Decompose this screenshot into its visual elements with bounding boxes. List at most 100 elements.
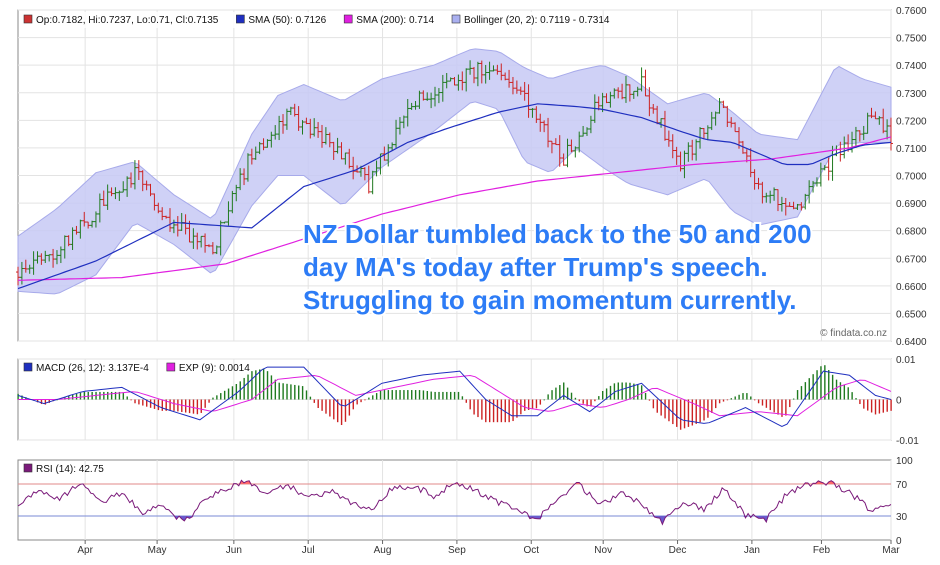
- macd-histogram-bar: [21, 395, 23, 400]
- macd-histogram-bar: [177, 399, 179, 412]
- macd-histogram-bar: [512, 399, 514, 422]
- macd-histogram-bar: [442, 391, 444, 400]
- ohlc-bar: [588, 115, 593, 134]
- price-ytick-0: 0.7600: [896, 6, 927, 17]
- macd-histogram-bar: [469, 399, 471, 410]
- rsi-ytick-0: 100: [896, 456, 913, 467]
- macd-histogram-bar: [547, 394, 549, 400]
- macd-histogram-bar: [411, 390, 413, 400]
- macd-histogram-bar: [368, 397, 370, 400]
- ohlc-bar: [596, 96, 601, 111]
- ohlc-bar: [187, 220, 192, 243]
- macd-histogram-bar: [734, 396, 736, 400]
- ohlc-bar: [433, 86, 438, 107]
- ohlc-bar: [261, 138, 266, 151]
- ohlc-bar: [604, 93, 609, 104]
- macd-histogram-bar: [648, 399, 651, 401]
- ohlc-bar: [288, 106, 293, 115]
- ohlc-bar: [865, 112, 870, 134]
- ohlc-bar: [709, 111, 714, 131]
- ohlc-bar: [277, 115, 282, 141]
- ohlc-bar: [199, 235, 204, 248]
- ohlc-bar: [468, 60, 473, 75]
- ohlc-bar: [627, 84, 632, 102]
- macd-histogram-bar: [824, 365, 826, 400]
- macd-histogram-bar: [765, 399, 768, 408]
- macd-histogram-bar: [855, 398, 857, 400]
- ohlc-bar: [70, 227, 75, 250]
- ohlc-bar: [705, 125, 710, 141]
- macd-histogram-bar: [426, 390, 429, 400]
- ohlc-bar: [425, 92, 430, 101]
- ohlc-bar: [772, 187, 777, 201]
- ohlc-bar: [546, 117, 551, 148]
- macd-histogram-bar: [664, 399, 666, 419]
- macd-histogram-bar: [87, 391, 89, 400]
- macd-histogram-bar: [317, 399, 319, 409]
- rsi-ytick-3: 0: [896, 536, 902, 547]
- price-legend-label-1: SMA (50): 0.7126: [248, 15, 326, 26]
- ohlc-bar: [292, 103, 297, 117]
- price-ytick-6: 0.7000: [896, 172, 927, 183]
- macd-histogram-bar: [282, 383, 284, 400]
- macd-histogram-bar: [165, 399, 167, 411]
- macd-histogram-bar: [637, 384, 639, 400]
- ohlc-bar: [339, 142, 344, 160]
- macd-histogram-bar: [438, 391, 440, 400]
- ohlc-bar: [51, 248, 56, 268]
- ohlc-bar: [678, 151, 683, 172]
- sma200-line: [17, 136, 892, 281]
- ohlc-bar: [253, 146, 258, 160]
- ohlc-bar: [456, 74, 461, 91]
- annotation-line-1: NZ Dollar tumbled back to the 50 and 200: [303, 219, 812, 249]
- ohlc-bar: [152, 193, 157, 211]
- ohlc-bar: [23, 259, 28, 273]
- macd-histogram-bar: [259, 369, 261, 400]
- ohlc-bar: [557, 135, 562, 167]
- rsi-ytick-2: 30: [896, 512, 908, 523]
- x-tick-label-dec: Dec: [669, 545, 687, 556]
- macd-histogram-bar: [262, 368, 265, 400]
- macd-histogram-bar: [71, 394, 74, 400]
- price-legend-bg: [20, 12, 580, 28]
- ohlc-bar: [538, 113, 543, 132]
- rsi-panel: 100 70 30 0 RSI (14): 42.75: [17, 456, 913, 547]
- rsi-legend-label-0: RSI (14): 42.75: [36, 464, 104, 475]
- ohlc-bar: [35, 251, 40, 264]
- macd-histogram-bar: [769, 399, 771, 411]
- ohlc-bar: [331, 141, 336, 160]
- macd-histogram-bar: [535, 399, 538, 409]
- ohlc-bar: [561, 153, 566, 166]
- macd-histogram-bar: [325, 399, 327, 414]
- macd-histogram-bar: [816, 370, 818, 400]
- source-credit: © findata.co.nz: [820, 328, 887, 339]
- macd-histogram-bar: [255, 370, 257, 400]
- ohlc-bar: [507, 69, 512, 88]
- ohlc-bar: [429, 92, 434, 109]
- price-ytick-5: 0.7100: [896, 144, 927, 155]
- macd-histogram-bar: [270, 375, 273, 400]
- macd-histogram-bar: [223, 390, 226, 400]
- macd-histogram-bar: [192, 399, 195, 414]
- x-tick-label-may: May: [148, 545, 167, 556]
- macd-histogram-bar: [777, 399, 779, 415]
- macd-histogram-bar: [792, 398, 795, 400]
- ohlc-bar: [296, 106, 301, 131]
- ohlc-bar: [647, 87, 652, 117]
- ohlc-bar: [312, 118, 317, 137]
- macd-panel: 0.01 0 -0.01 MACD (26, 12): 3.137E-4 EXP (9)…: [17, 355, 919, 447]
- macd-histogram-bar: [874, 399, 877, 415]
- ohlc-bar: [397, 117, 402, 135]
- ohlc-bar: [495, 64, 500, 75]
- macd-histogram-bar: [699, 399, 701, 423]
- macd-histogram-bar: [761, 399, 764, 406]
- macd-histogram-bar: [789, 399, 791, 408]
- macd-histogram-bar: [114, 391, 117, 400]
- ohlc-bar: [117, 190, 122, 201]
- ohlc-bar: [733, 122, 738, 133]
- ohlc-bar: [347, 148, 352, 169]
- macd-histogram-bar: [679, 399, 682, 430]
- ohlc-bar: [132, 160, 137, 190]
- macd-histogram-bar: [235, 384, 238, 400]
- ohlc-bar: [775, 189, 780, 212]
